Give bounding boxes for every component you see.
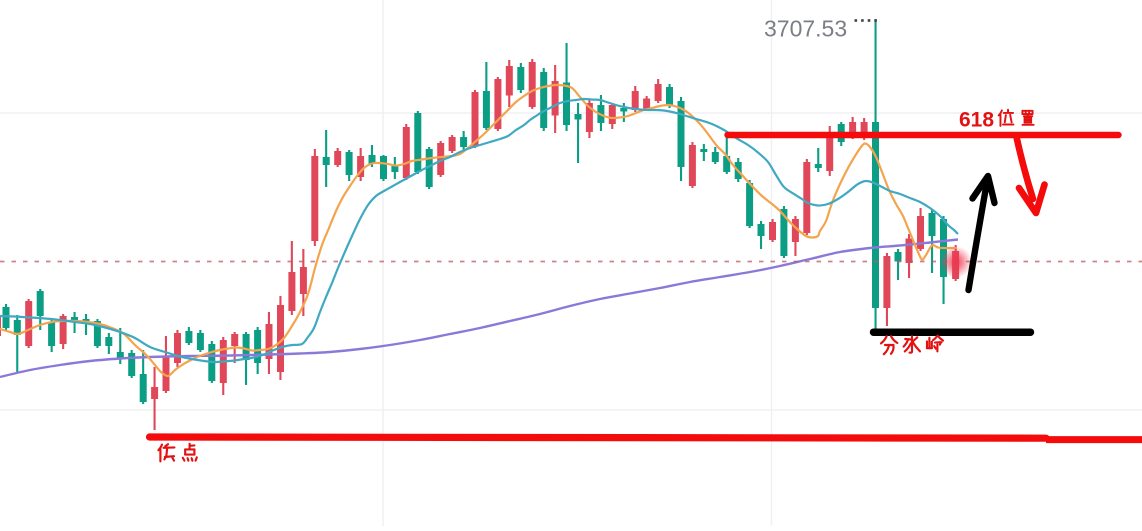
svg-text:618: 618 bbox=[959, 109, 994, 132]
svg-text:3707.53: 3707.53 bbox=[764, 16, 847, 42]
